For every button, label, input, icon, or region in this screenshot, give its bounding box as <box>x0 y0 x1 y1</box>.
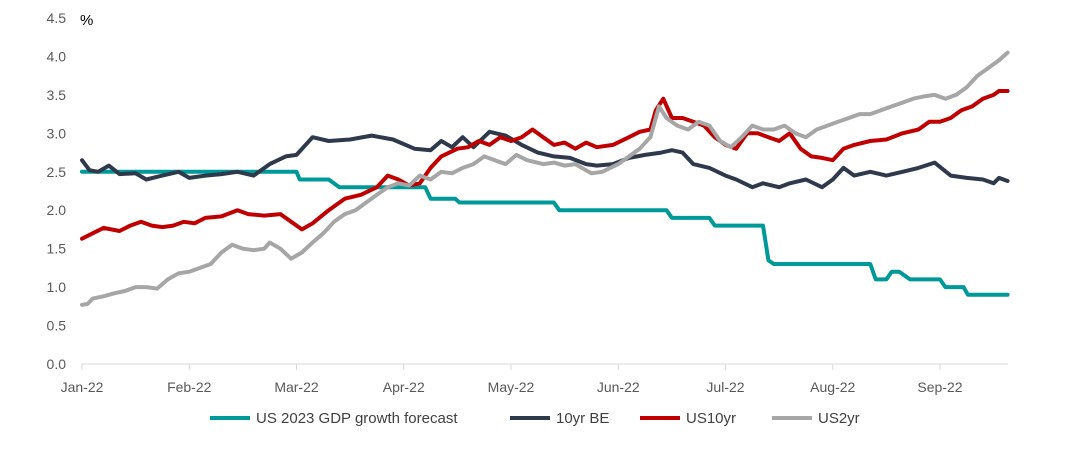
y-axis-ticks: 0.0 0.5 1.0 1.5 2.0 2.5 3.0 3.5 4.0 4.5 <box>47 10 67 372</box>
x-tick-label: Mar-22 <box>274 379 319 395</box>
x-tick-label: Sep-22 <box>917 379 962 395</box>
y-tick-label: 4.5 <box>47 10 67 26</box>
legend-label: US2yr <box>818 410 860 427</box>
y-tick-label: 3.5 <box>47 87 67 103</box>
x-tick-label: Jul-22 <box>706 379 744 395</box>
legend-label: 10yr BE <box>556 410 609 427</box>
x-tick-label: May-22 <box>488 379 535 395</box>
y-tick-label: 4.0 <box>47 48 67 64</box>
y-tick-label: 1.5 <box>47 241 67 257</box>
x-axis: Jan-22 Feb-22 Mar-22 Apr-22 May-22 Jun-22 Jul-… <box>61 363 1008 395</box>
y-tick-label: 0.0 <box>47 356 67 372</box>
y-tick-label: 1.0 <box>47 279 67 295</box>
y-tick-label: 3.0 <box>47 125 67 141</box>
x-tick-label: Apr-22 <box>383 379 425 395</box>
legend-label: US10yr <box>686 410 736 427</box>
series-line-1 <box>80 129 1010 190</box>
x-tick-label: Aug-22 <box>810 379 855 395</box>
x-tick-label: Jun-22 <box>597 379 640 395</box>
y-unit-label: % <box>80 12 93 29</box>
y-tick-label: 2.0 <box>47 202 67 218</box>
series-line-0 <box>80 169 1010 297</box>
legend-label: US 2023 GDP growth forecast <box>256 410 458 427</box>
series-lines <box>80 50 1010 307</box>
y-tick-label: 0.5 <box>47 318 67 334</box>
y-tick-label: 2.5 <box>47 164 67 180</box>
series-line-3 <box>80 50 1010 307</box>
x-tick-label: Jan-22 <box>61 379 104 395</box>
series-line-2 <box>80 89 1010 241</box>
x-tick-label: Feb-22 <box>167 379 212 395</box>
legend: US 2023 GDP growth forecast 10yr BE US10yr… <box>210 410 860 427</box>
